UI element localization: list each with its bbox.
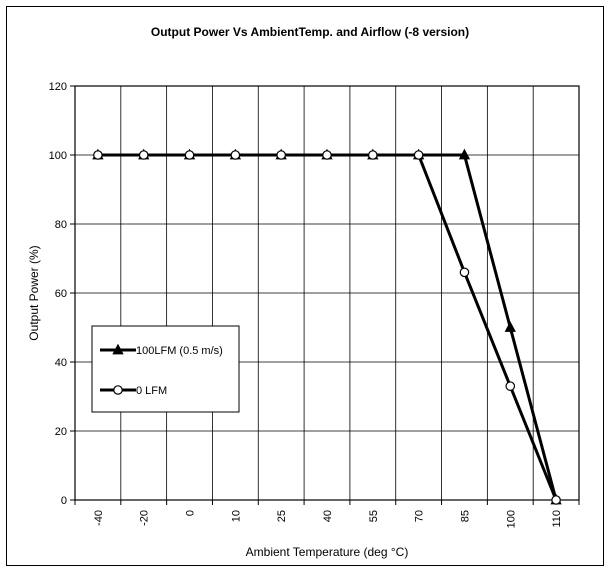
- x-tick-labels: -40 -20 0 10 25 40 55 70 85 100 110: [93, 510, 563, 528]
- x-tick-label: 70: [414, 510, 426, 522]
- x-tick-label: 0: [185, 510, 197, 516]
- y-tick-labels: 0 20 40 60 80 100 120: [49, 81, 67, 507]
- x-axis-label: Ambient Temperature (deg °C): [246, 545, 409, 559]
- legend-item: 0 LFM: [100, 385, 167, 397]
- data-point: [184, 150, 195, 160]
- y-tick-label: 120: [49, 81, 67, 93]
- data-point: [551, 495, 561, 505]
- data-point: [322, 150, 332, 160]
- series-markers-1: [93, 150, 561, 505]
- y-tick-label: 100: [49, 150, 67, 162]
- legend-item: 100LFM (0.5 m/s): [100, 343, 223, 357]
- legend: 100LFM (0.5 m/s) 0 LFM: [91, 325, 240, 413]
- chart-frame: [6, 6, 604, 566]
- legend-marker: [112, 343, 124, 355]
- y-tick-label: 0: [61, 495, 67, 507]
- y-tick-label: 60: [55, 288, 67, 300]
- x-tick-label: -20: [139, 510, 151, 526]
- legend-label: 0 LFM: [136, 385, 167, 397]
- data-point: [230, 150, 241, 160]
- data-point: [413, 150, 424, 160]
- plot-area: [74, 85, 580, 501]
- x-tick-label: 40: [322, 510, 334, 522]
- legend-marker: [113, 385, 123, 395]
- x-tick-label: 85: [459, 510, 471, 522]
- x-tick-label: 110: [551, 510, 563, 528]
- y-axis-label: Output Power (%): [27, 245, 41, 340]
- data-point: [459, 267, 470, 278]
- x-tick-label: 100: [505, 510, 517, 528]
- data-point: [276, 150, 286, 160]
- y-tick-label: 20: [55, 426, 67, 438]
- y-tick-label: 40: [55, 357, 67, 369]
- data-point: [138, 150, 149, 160]
- x-tick-label: 55: [368, 510, 380, 522]
- legend-box: [91, 325, 240, 413]
- data-point: [93, 150, 103, 160]
- x-tick-label: 25: [276, 510, 288, 522]
- data-point: [458, 148, 471, 160]
- data-point: [504, 321, 516, 332]
- data-point: [368, 150, 378, 160]
- x-tick-label: 10: [230, 510, 242, 522]
- x-tick-label: -40: [93, 510, 105, 526]
- y-tick-label: 80: [55, 219, 67, 231]
- series-group: [92, 148, 562, 505]
- chart-title: Output Power Vs AmbientTemp. and Airflow…: [151, 25, 469, 39]
- legend-label: 100LFM (0.5 m/s): [136, 345, 223, 357]
- data-point: [505, 381, 516, 391]
